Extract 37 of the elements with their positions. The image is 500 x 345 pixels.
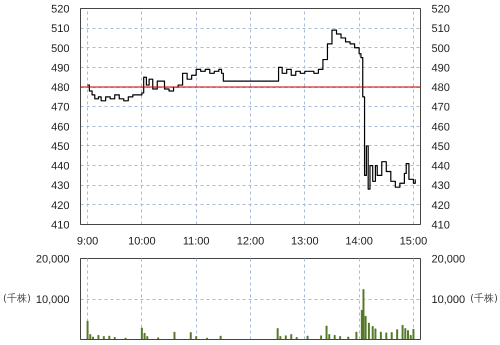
y2-tick-label: 20,000 xyxy=(432,254,466,266)
x-tick-label: 14:00 xyxy=(345,236,373,248)
y-tick-label: 470 xyxy=(51,102,70,114)
y-tick-label: 500 xyxy=(51,42,70,55)
y2-tick-label: 440 xyxy=(432,160,450,173)
y-tick-label: 520 xyxy=(51,4,70,16)
y2-tick-label: 490 xyxy=(432,62,450,74)
y-tick-label: 490 xyxy=(51,62,70,74)
y2-tick-label: 520 xyxy=(432,4,450,16)
y-tick-label: 10,000 xyxy=(36,294,70,306)
y2-tick-label: 480 xyxy=(432,82,450,94)
y-tick-label: 480 xyxy=(51,82,70,94)
x-tick-label: 9:00 xyxy=(76,236,98,248)
x-tick-label: 12:00 xyxy=(236,236,264,248)
y2-tick-label: 420 xyxy=(432,200,450,212)
y2-tick-label: 500 xyxy=(432,42,450,55)
y-tick-label: 20,000 xyxy=(36,254,70,266)
y2-tick-label: 470 xyxy=(432,102,450,114)
y-tick-label: 430 xyxy=(51,180,70,192)
y-tick-label: 460 xyxy=(51,121,70,134)
y-tick-label: 410 xyxy=(51,220,70,232)
y2-tick-label: 460 xyxy=(432,121,450,134)
y-tick-label: 450 xyxy=(51,140,70,153)
y-tick-label: 420 xyxy=(51,200,70,212)
x-tick-label: 11:00 xyxy=(182,236,210,248)
y-axis-title: (千株) xyxy=(3,292,31,304)
y-tick-label: 440 xyxy=(51,160,70,173)
y2-tick-label: 410 xyxy=(432,220,450,232)
x-tick-label: 13:00 xyxy=(291,236,319,248)
y2-tick-label: 450 xyxy=(432,140,450,153)
y2-tick-label: 10,000 xyxy=(432,294,466,306)
y2-axis-title: (千株) xyxy=(470,292,498,304)
x-tick-label: 10:00 xyxy=(128,236,156,248)
x-tick-label: 15:00 xyxy=(400,236,428,248)
y2-tick-label: 430 xyxy=(432,180,450,192)
y2-tick-label: 510 xyxy=(432,23,450,36)
y-tick-label: 510 xyxy=(51,23,70,36)
